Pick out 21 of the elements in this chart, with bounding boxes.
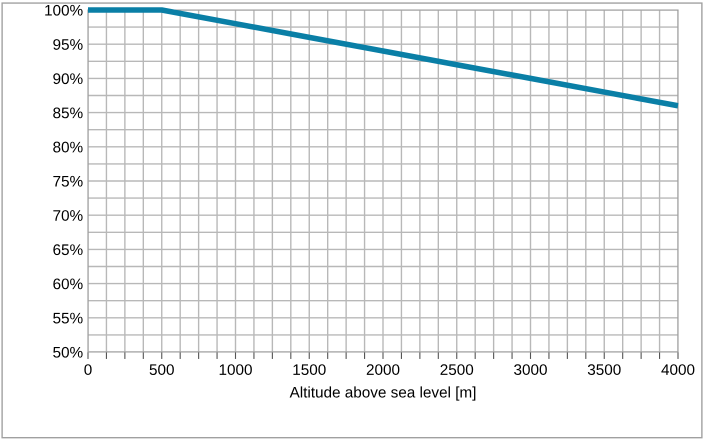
x-axis-title: Altitude above sea level [m] (290, 386, 476, 401)
y-tick-label: 60% (53, 278, 83, 290)
y-tick-label: 55% (53, 312, 83, 324)
y-tick-label: 95% (53, 39, 83, 50)
x-tick-label: 2000 (366, 364, 400, 376)
x-tick-label: 0 (84, 364, 92, 376)
y-tick-label: 75% (53, 176, 83, 187)
y-tick-label: 90% (53, 73, 83, 84)
y-tick-label: 50% (53, 346, 83, 358)
x-tick-label: 3000 (514, 364, 547, 376)
y-tick-label: 80% (53, 142, 83, 152)
x-tick-label: 1000 (220, 364, 252, 376)
x-tick-label: 500 (150, 364, 174, 376)
y-tick-label: 85% (53, 107, 83, 118)
x-tick-label: 1500 (293, 364, 326, 376)
y-tick-label: 100% (45, 4, 83, 16)
x-tick-label: 2500 (440, 364, 474, 376)
x-tick-label: 3500 (588, 364, 621, 376)
x-tick-label: 4000 (661, 364, 694, 376)
y-tick-label: 65% (53, 244, 83, 256)
y-tick-label: 70% (53, 210, 83, 221)
